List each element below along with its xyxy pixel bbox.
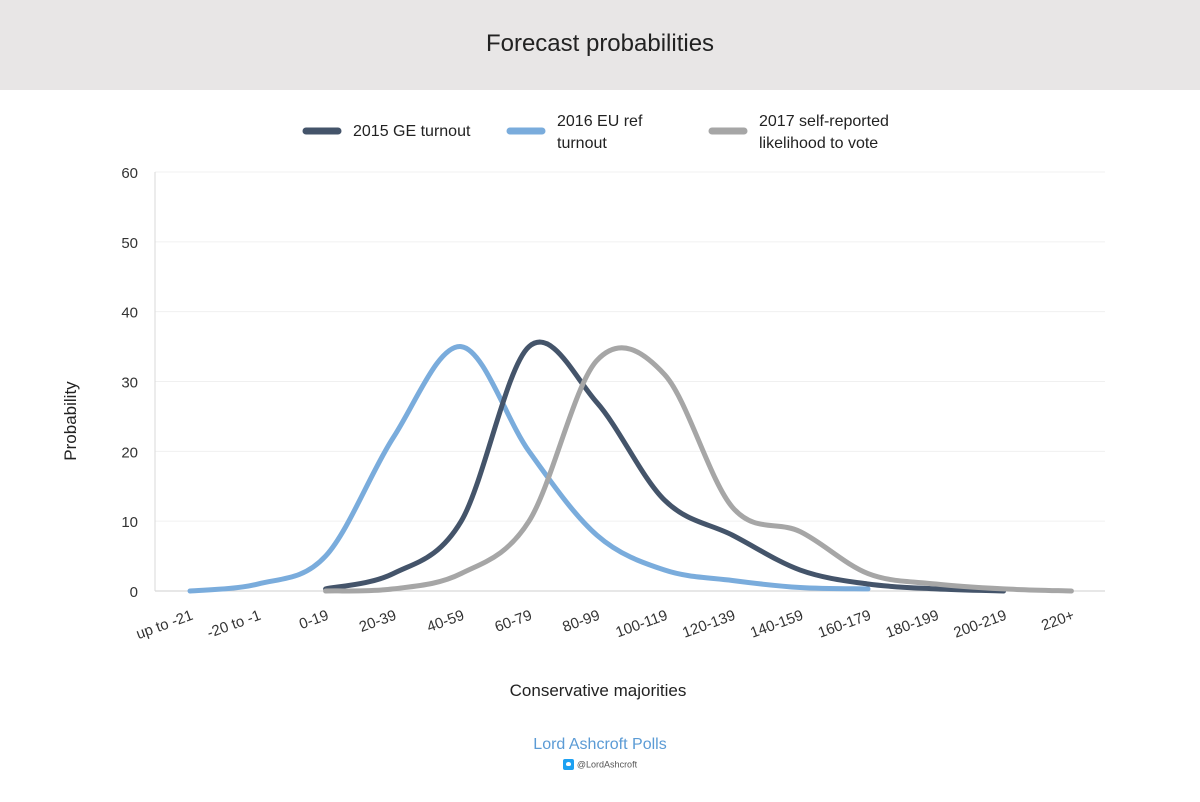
y-tick-label: 10 xyxy=(121,514,138,531)
series-line xyxy=(187,344,871,594)
series-line xyxy=(323,345,1074,594)
y-tick-label: 20 xyxy=(121,444,138,461)
title-band: Forecast probabilities xyxy=(0,0,1200,90)
x-tick-label: 40-59 xyxy=(425,607,467,636)
x-tick-label: 120-139 xyxy=(680,607,738,642)
y-tick-label: 50 xyxy=(121,235,138,252)
x-tick-label: 140-159 xyxy=(748,607,806,642)
legend-label: 2017 self-reported likelihood to vote xyxy=(759,113,889,152)
series-line xyxy=(323,339,1007,594)
footer-handle: @LordAshcroft xyxy=(576,759,638,770)
y-tick-label: 60 xyxy=(121,165,138,182)
x-tick-label: 20-39 xyxy=(357,607,399,636)
x-tick-label: 0-19 xyxy=(297,607,331,633)
x-tick-label: 100-119 xyxy=(613,607,669,641)
x-axis-title: Conservative majorities xyxy=(510,681,687,700)
footer-brand: Lord Ashcroft Polls xyxy=(533,736,667,753)
x-tick-label: 200-219 xyxy=(951,607,1009,642)
legend-label: 2015 GE turnout xyxy=(353,123,471,140)
y-tick-label: 40 xyxy=(121,305,138,322)
line-chart: 0 10 20 30 40 50 60 up to -21 -20 to -1 0-19 20-39… xyxy=(61,113,1105,700)
x-tick-label: 160-179 xyxy=(816,607,874,642)
x-tick-label: up to -21 xyxy=(134,607,195,643)
x-tick-label: 60-79 xyxy=(492,607,534,636)
legend-label: 2016 EU ref turnout xyxy=(557,113,643,152)
y-tick-label: 30 xyxy=(121,375,138,392)
x-tick-label: 80-99 xyxy=(560,607,602,636)
y-axis-title: Probability xyxy=(61,381,80,461)
x-tick-label: 220+ xyxy=(1039,607,1077,635)
footer-handle-row: @LordAshcroft xyxy=(0,759,1200,771)
chart-title: Forecast probabilities xyxy=(485,30,715,57)
x-tick-label: 180-199 xyxy=(884,607,942,642)
y-tick-label: 0 xyxy=(130,584,138,601)
x-tick-label: -20 to -1 xyxy=(205,607,263,642)
twitter-icon xyxy=(562,759,574,771)
